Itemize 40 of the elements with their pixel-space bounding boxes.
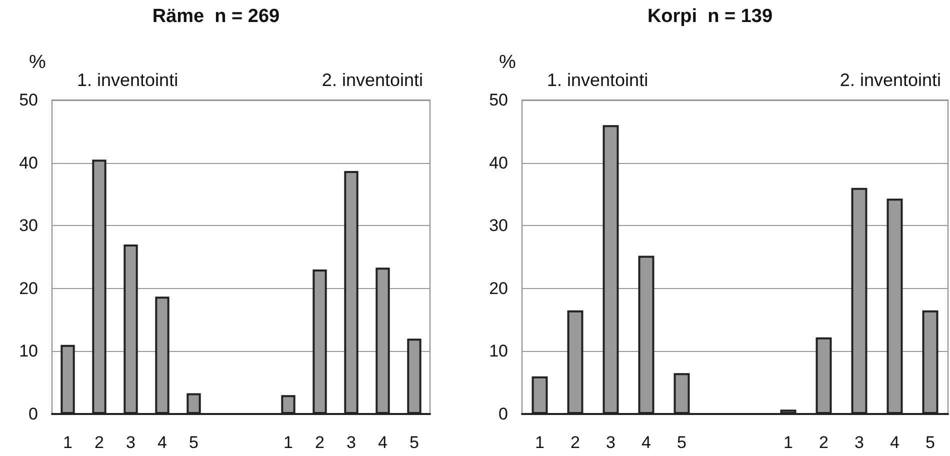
- text: 1. inventointi: [77, 70, 178, 90]
- text: 1. inventointi: [547, 70, 648, 90]
- y-tick-label: 0: [28, 404, 38, 424]
- x-tick-label: 3: [126, 433, 136, 452]
- x-tick-label: 1: [63, 433, 72, 452]
- x-tick-label: 5: [677, 433, 686, 452]
- x-tick-label: 1: [284, 433, 293, 452]
- y-tick-label: 0: [498, 404, 508, 424]
- x-tick-label: 4: [642, 433, 651, 452]
- x-tick-label: 5: [189, 433, 198, 452]
- text: 2. inventointi: [322, 70, 424, 90]
- y-axis-title: %: [499, 52, 516, 73]
- y-tick-label: 20: [19, 278, 38, 298]
- chart-title: Räme n = 269: [152, 6, 280, 27]
- chart-title: Korpi n = 139: [647, 6, 773, 27]
- x-tick-label: 4: [158, 433, 167, 452]
- x-tick-label: 4: [378, 433, 388, 452]
- x-tick-label: 5: [926, 433, 935, 452]
- x-tick-label: 2: [315, 433, 324, 452]
- x-tick-label: 2: [819, 433, 828, 452]
- y-axis-title: %: [29, 52, 46, 73]
- x-tick-label: 1: [535, 433, 544, 452]
- text: 2. inventointi: [840, 70, 942, 90]
- y-tick-label: 10: [19, 342, 38, 361]
- x-tick-label: 2: [570, 433, 580, 452]
- x-tick-label: 1: [784, 433, 793, 452]
- y-tick-label: 10: [489, 342, 508, 361]
- y-tick-label: 50: [489, 90, 508, 110]
- y-tick-label: 30: [19, 216, 38, 236]
- x-tick-label: 3: [606, 433, 616, 452]
- y-tick-label: 20: [489, 278, 508, 298]
- x-tick-label: 4: [890, 433, 900, 452]
- x-tick-label: 3: [854, 433, 864, 452]
- y-tick-label: 30: [489, 216, 508, 236]
- y-tick-label: 50: [19, 90, 38, 110]
- x-tick-label: 2: [94, 433, 104, 452]
- x-tick-label: 3: [346, 433, 356, 452]
- y-tick-label: 40: [489, 153, 508, 172]
- x-tick-label: 5: [410, 433, 419, 452]
- y-tick-label: 40: [19, 153, 38, 172]
